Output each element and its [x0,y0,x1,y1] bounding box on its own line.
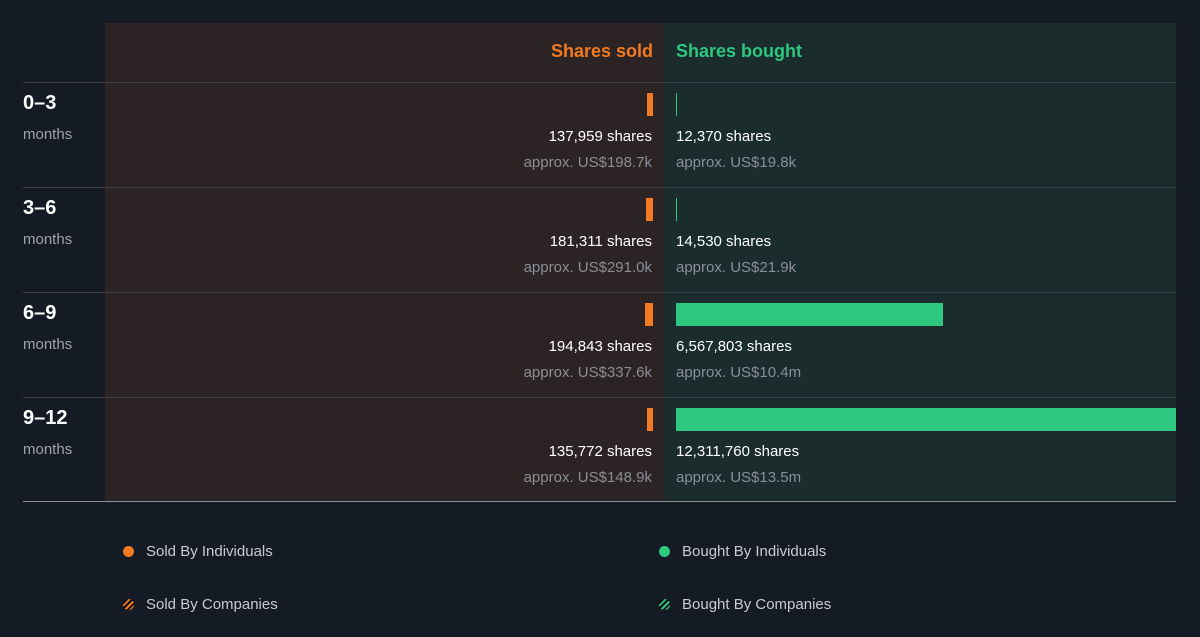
striped-dot-icon [659,599,670,610]
chart-row: 0–3 months 137,959 shares approx. US$198.7k… [0,82,1200,187]
legend-label: Bought By Individuals [682,543,827,560]
shares-sold-header: Shares sold [550,41,653,61]
sold-value-label: approx. US$198.7k [523,154,652,171]
chart-baseline [23,501,1176,502]
sold-shares-label: 194,843 shares [548,338,652,355]
period-label: 3–6 [23,197,57,219]
bought-bar [676,198,677,221]
sold-shares-label: 181,311 shares [549,233,652,250]
bought-value-label: approx. US$10.4m [676,364,802,381]
bought-bar [676,93,677,116]
sold-shares-label: 137,959 shares [548,128,652,145]
row-divider [23,82,1176,83]
solid-dot-icon [659,546,670,557]
period-label: 9–12 [23,407,68,429]
legend-label: Sold By Individuals [146,543,273,560]
legend-label: Bought By Companies [682,596,832,613]
solid-dot-icon [123,546,134,557]
sold-value-label: approx. US$337.6k [523,364,652,381]
sold-value-label: approx. US$291.0k [523,259,652,276]
sold-shares-label: 135,772 shares [548,443,652,460]
row-divider [23,292,1176,293]
chart-row: 6–9 months 194,843 shares approx. US$337.6k… [0,292,1200,397]
period-sublabel: months [23,231,73,248]
chart-row: 9–12 months 135,772 shares approx. US$148.9… [0,397,1200,502]
sold-panel [105,23,664,501]
sold-value-label: approx. US$148.9k [523,469,652,486]
period-sublabel: months [23,126,73,143]
bought-shares-label: 12,370 shares [676,128,772,145]
period-label: 6–9 [23,302,57,324]
row-divider [23,397,1176,398]
bought-shares-label: 12,311,760 shares [676,443,800,460]
sold-bar [647,93,653,116]
period-sublabel: months [23,441,73,458]
bought-value-label: approx. US$21.9k [676,259,797,276]
period-label: 0–3 [23,92,57,114]
sold-bar [647,408,653,431]
bought-value-label: approx. US$19.8k [676,154,797,171]
chart-row: 3–6 months 181,311 shares approx. US$291.0k… [0,187,1200,292]
striped-dot-icon [123,599,134,610]
sold-bar [645,303,653,326]
row-divider [23,187,1176,188]
bought-bar [676,408,1176,431]
period-sublabel: months [23,336,73,353]
bought-bar [676,303,943,326]
bought-value-label: approx. US$13.5m [676,469,802,486]
shares-bought-header: Shares bought [676,41,803,61]
bought-shares-label: 6,567,803 shares [676,338,792,355]
sold-bar [646,198,653,221]
legend-label: Sold By Companies [146,596,278,613]
bought-shares-label: 14,530 shares [676,233,772,250]
